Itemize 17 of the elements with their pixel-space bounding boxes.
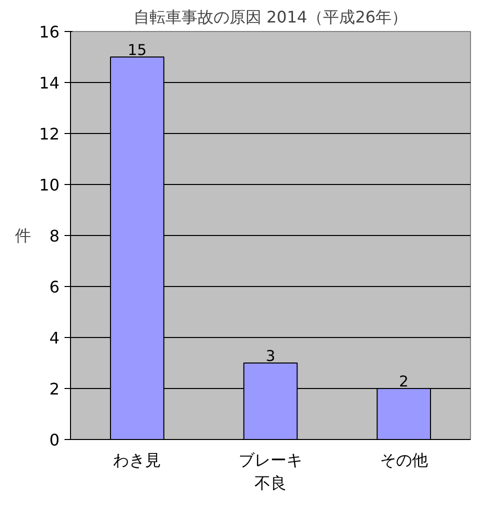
x-tick-label: ブレーキ不良 (238, 450, 302, 492)
data-label: 15 (128, 41, 147, 59)
y-tick-label: 10 (39, 176, 60, 194)
y-tick-label: 6 (49, 278, 60, 296)
y-tick-label: 2 (49, 380, 60, 398)
data-label: 2 (399, 372, 409, 390)
y-tick-label: 14 (39, 74, 60, 92)
y-tick-label: 12 (39, 124, 60, 144)
y-tick-label: 0 (49, 430, 60, 450)
x-tick-label: その他 (380, 450, 428, 470)
y-tick-label: 8 (49, 226, 60, 246)
chart-title: 自転車事故の原因 2014（平成26年） (133, 8, 408, 26)
x-tick-label: わき見 (113, 450, 162, 470)
y-axis-title: 件 (15, 226, 32, 245)
y-tick-label: 16 (39, 22, 60, 42)
data-label: 3 (266, 347, 276, 365)
y-tick-label: 4 (49, 328, 60, 348)
